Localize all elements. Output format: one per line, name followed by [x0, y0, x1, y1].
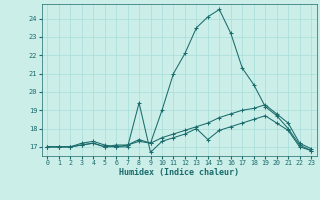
- X-axis label: Humidex (Indice chaleur): Humidex (Indice chaleur): [119, 168, 239, 177]
